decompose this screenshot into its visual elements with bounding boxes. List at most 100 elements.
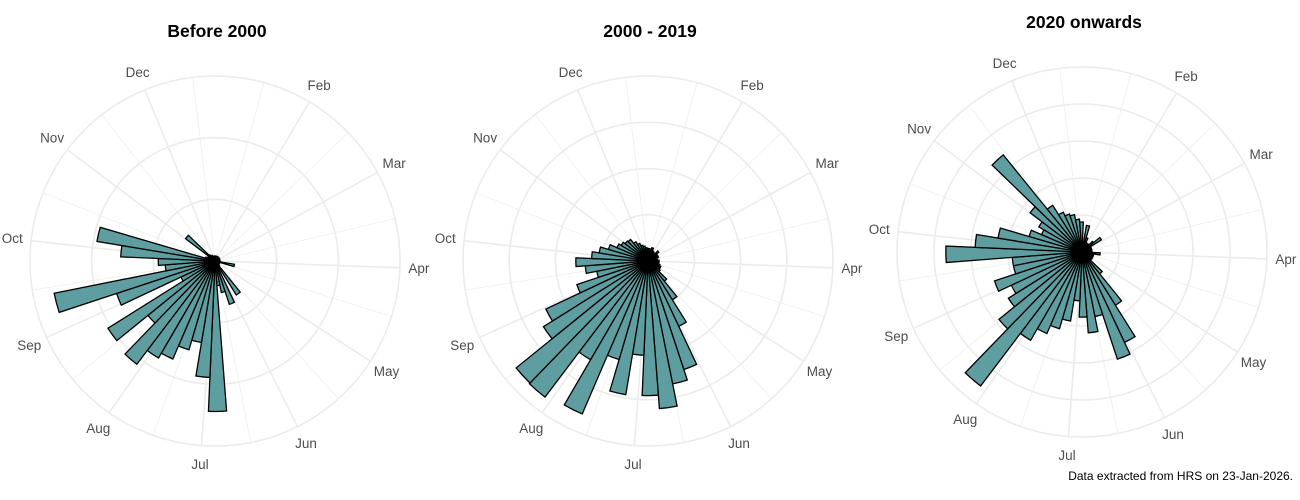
minor-spoke [214, 260, 392, 317]
radial-gridline [462, 75, 834, 447]
polar-chart-2: Feb Mar Apr May Jun Jul Aug Sep Oct Nov Dec 2000 - … [435, 21, 863, 472]
bar-week-52 [213, 255, 216, 262]
bar-week-39 [575, 257, 649, 268]
major-spoke [214, 101, 311, 262]
bar-week-50 [1069, 213, 1083, 253]
bar-week-51 [1074, 218, 1083, 253]
minor-spoke [192, 77, 216, 262]
month-label: Dec [559, 65, 583, 80]
bar-week-46 [991, 153, 1083, 253]
minor-spoke [214, 260, 339, 400]
major-spoke [214, 171, 378, 262]
month-label: Jul [1058, 448, 1075, 463]
bar-week-34 [1007, 251, 1083, 308]
month-label: Oct [435, 231, 456, 246]
month-label: Aug [519, 421, 543, 436]
month-label: Sep [17, 338, 41, 353]
bar-week-23 [214, 260, 236, 306]
bar-week-25 [1081, 251, 1099, 334]
minor-spoke [42, 192, 216, 262]
bar-week-47 [1046, 204, 1083, 253]
minor-spoke [1081, 123, 1216, 253]
month-label: Nov [473, 131, 497, 146]
month-label: May [374, 364, 400, 379]
month-label: May [1241, 355, 1267, 370]
month-label: Oct [869, 222, 890, 237]
chart-title: Before 2000 [167, 21, 266, 41]
major-spoke [214, 260, 299, 427]
month-label: Sep [450, 338, 474, 353]
bar-week-36 [993, 251, 1083, 293]
minor-spoke [214, 132, 349, 262]
month-label: Jul [191, 457, 208, 472]
month-label: May [807, 364, 833, 379]
bar-week-32 [528, 260, 649, 399]
month-label: Dec [126, 65, 150, 80]
month-label: Jun [728, 436, 750, 451]
bar-week-34 [107, 260, 216, 342]
polar-chart-3: Feb Mar Apr May Jun Jul Aug Sep Oct Nov Dec 2020 on… [869, 12, 1297, 463]
bar-week-26 [641, 260, 660, 397]
bar-week-48 [1057, 211, 1083, 253]
month-label: Jun [1162, 427, 1184, 442]
bar-week-49 [1064, 213, 1083, 253]
month-label: Aug [953, 412, 977, 427]
bar-week-52 [1078, 221, 1084, 253]
chart-title: 2000 - 2019 [603, 21, 697, 41]
month-label: Mar [382, 156, 406, 171]
bar-week-45 [184, 234, 216, 262]
month-label: Dec [993, 56, 1017, 71]
radial-gridline [508, 121, 788, 401]
bar-week-30 [563, 260, 649, 415]
bar-week-26 [207, 260, 228, 413]
bar-week-21 [214, 260, 242, 296]
bar-week-32 [964, 251, 1083, 387]
bar-week-37 [53, 260, 216, 314]
month-label: Jun [295, 436, 317, 451]
month-label: Jul [624, 457, 641, 472]
chart-title: 2020 onwards [1026, 12, 1142, 32]
month-label: Apr [1275, 252, 1297, 267]
month-label: Sep [884, 329, 908, 344]
minor-spoke [214, 218, 396, 262]
minor-spoke [101, 114, 216, 262]
bar-week-39 [945, 245, 1083, 264]
month-label: Feb [741, 78, 764, 93]
bar-week-32 [124, 260, 216, 366]
polar-chart-1: Feb Mar Apr May Jun Jul Aug Sep Oct Nov Dec Before … [2, 21, 430, 472]
month-label: Aug [86, 421, 110, 436]
month-label: Feb [308, 78, 331, 93]
major-spoke [1081, 251, 1267, 260]
major-spoke [214, 260, 371, 362]
bar-week-25 [647, 260, 678, 410]
major-spoke [214, 260, 400, 269]
major-spoke [1081, 251, 1238, 353]
radial-gridline [896, 66, 1268, 438]
minor-spoke [1081, 209, 1263, 253]
bar-week-34 [542, 260, 649, 340]
month-label: Apr [408, 261, 430, 276]
major-spoke [1081, 92, 1178, 253]
major-spoke [1081, 162, 1245, 253]
month-label: Mar [1249, 147, 1273, 162]
bar-week-35 [545, 260, 649, 322]
bar-week-24 [214, 260, 226, 294]
minor-spoke [1081, 73, 1132, 253]
month-label: Oct [2, 231, 23, 246]
radial-gridline [29, 75, 401, 447]
month-label: Mar [815, 156, 839, 171]
data-source-caption: Data extracted from HRS on 23-Jan-2026. [1068, 469, 1293, 483]
month-label: Apr [841, 261, 863, 276]
minor-spoke [214, 82, 265, 262]
major-spoke [144, 89, 216, 262]
radial-gridline [933, 103, 1231, 401]
bar-week-23 [1081, 251, 1131, 360]
month-label: Nov [40, 131, 64, 146]
minor-spoke [1081, 251, 1206, 391]
bar-week-52 [646, 247, 650, 262]
minor-spoke [1081, 251, 1259, 308]
month-label: Nov [907, 122, 931, 137]
bar-week-33 [515, 260, 649, 384]
bar-week-36 [576, 260, 649, 294]
month-label: Feb [1175, 69, 1198, 84]
